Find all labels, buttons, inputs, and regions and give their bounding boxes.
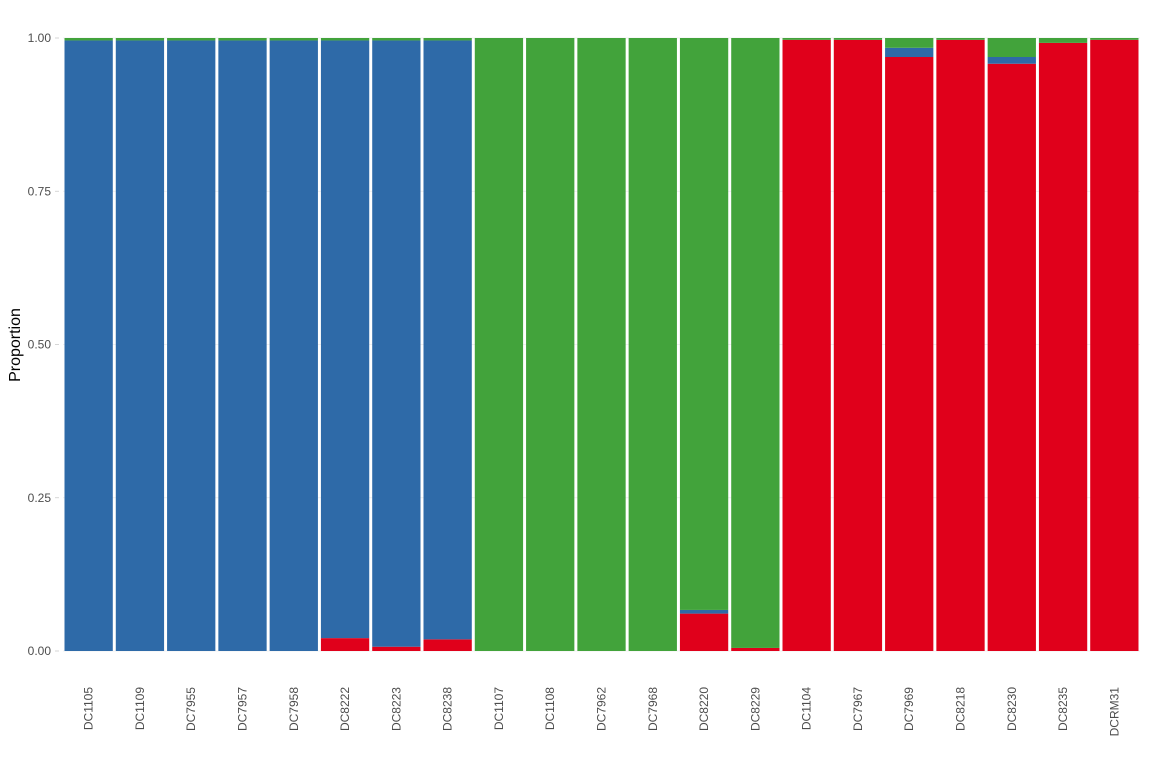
- bar-segment-DC7969-2: [885, 38, 934, 48]
- bar-segment-DC7957-1: [218, 40, 267, 651]
- x-tick-label-DC1104: DC1104: [800, 687, 814, 730]
- bar-segment-DC8222-2: [320, 38, 370, 41]
- x-tick-label-DC1108: DC1108: [543, 687, 557, 730]
- bar-segment-DC8223-1: [372, 40, 421, 647]
- y-tick-label: 0.25: [28, 491, 52, 505]
- x-tick-label-DC1109: DC1109: [133, 687, 147, 730]
- x-tick-label-DC7968: DC7968: [646, 687, 660, 731]
- y-tick-label: 0.50: [28, 338, 52, 352]
- x-tick-label-DC8218: DC8218: [954, 687, 968, 731]
- bar-segment-DC7955-2: [167, 38, 216, 41]
- bar-segment-DC7969-0: [885, 57, 934, 651]
- bar-segment-DC1104-2: [782, 38, 831, 40]
- bar-segment-DC8223-0: [372, 646, 421, 651]
- bar-segment-DC1109-2: [115, 38, 165, 41]
- bar-segment-DC1105-1: [64, 40, 113, 651]
- bar-segment-DC8223-2: [372, 38, 421, 41]
- bar-segment-DC1108-2: [526, 38, 575, 651]
- bar-segment-DC7967-0: [833, 39, 883, 651]
- bar-segment-DC7969-1: [885, 47, 934, 58]
- bar-segment-DC8218-0: [936, 39, 985, 651]
- bar-segment-DC8230-0: [987, 63, 1036, 651]
- bar-segment-DCRM31-2: [1090, 38, 1139, 40]
- bar-segment-DC7958-2: [269, 38, 318, 41]
- bar-segment-DC8218-2: [936, 38, 985, 40]
- x-tick-label-DC8230: DC8230: [1005, 687, 1019, 731]
- bar-segment-DC7958-1: [269, 40, 318, 651]
- bar-segment-DC7968-2: [628, 38, 677, 651]
- x-tick-label-DC7962: DC7962: [595, 687, 609, 731]
- y-tick-label: 1.00: [28, 31, 52, 45]
- y-tick-label: 0.75: [28, 184, 52, 198]
- x-tick-label-DCRM31: DCRM31: [1107, 687, 1121, 737]
- x-tick-label-DC7958: DC7958: [287, 687, 301, 731]
- bar-segment-DC8222-1: [320, 40, 370, 639]
- y-axis: 0.00 0.25 0.50 0.75 1.00: [28, 31, 59, 658]
- bar-segment-DC8230-1: [987, 57, 1036, 64]
- bar-segment-DC8235-2: [1038, 38, 1088, 43]
- bar-segment-DC8229-2: [731, 38, 780, 648]
- bar-segment-DC8220-1: [679, 609, 729, 614]
- x-tick-label-DC8238: DC8238: [441, 687, 455, 731]
- x-tick-label-DC7957: DC7957: [236, 687, 250, 731]
- bar-segment-DC8229-0: [731, 647, 780, 651]
- y-tick-label: 0.00: [28, 644, 52, 658]
- bar-segment-DC8220-0: [679, 613, 729, 651]
- x-tick-label-DC7969: DC7969: [902, 687, 916, 731]
- bar-segment-DC8222-0: [320, 638, 370, 651]
- x-axis: DC1105 DC1109 DC7955 DC7957 DC7958 DC8222 DC82…: [82, 687, 1122, 737]
- bar-segment-DC1105-2: [64, 38, 113, 41]
- bar-segment-DC8238-2: [423, 38, 472, 41]
- bar-segment-DC8235-0: [1038, 42, 1088, 651]
- x-tick-label-DC8220: DC8220: [697, 687, 711, 731]
- bar-segment-DC7955-1: [167, 40, 216, 651]
- bar-segment-DC7962-2: [577, 38, 626, 651]
- x-tick-label-DC1107: DC1107: [492, 687, 506, 730]
- bar-segment-DC7957-2: [218, 38, 267, 41]
- bar-segment-DCRM31-0: [1090, 39, 1139, 651]
- x-tick-label-DC8223: DC8223: [389, 687, 403, 731]
- bar-segment-DC8220-2: [679, 38, 729, 610]
- x-tick-label-DC7955: DC7955: [184, 687, 198, 731]
- bar-segment-DC1104-0: [782, 39, 831, 651]
- bar-segment-DC7967-2: [833, 38, 883, 40]
- bar-segment-DC8238-0: [423, 639, 472, 651]
- bar-segment-DC8238-1: [423, 40, 472, 640]
- x-tick-label-DC8235: DC8235: [1056, 687, 1070, 731]
- x-tick-label-DC1105: DC1105: [82, 687, 96, 730]
- bar-segment-DC8230-2: [987, 38, 1036, 57]
- x-tick-label-DC8229: DC8229: [748, 687, 762, 731]
- bar-segment-DC1109-1: [115, 40, 165, 651]
- y-axis-title: Proportion: [7, 308, 24, 382]
- x-tick-label-DC8222: DC8222: [338, 687, 352, 731]
- bars-layer: [64, 38, 1139, 651]
- bar-segment-DC1107-2: [474, 38, 524, 651]
- x-tick-label-DC7967: DC7967: [851, 687, 865, 731]
